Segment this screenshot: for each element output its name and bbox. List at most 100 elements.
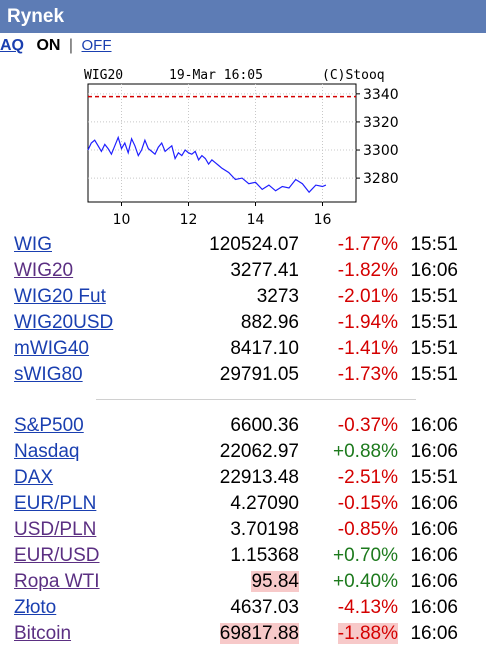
quote-time: 16:06	[410, 623, 458, 644]
chart-x-axis: 10 12 14 16	[113, 202, 332, 228]
quote-value: 3.70198	[230, 519, 299, 540]
chart-header-datetime: 19-Mar 16:05	[169, 68, 263, 83]
quote-change: -1.94%	[337, 312, 398, 333]
quote-row-wig: WIG 120524.07 -1.77% 15:51	[10, 232, 470, 258]
quote-change: +0.88%	[333, 441, 398, 462]
chart-y-tick-label: 3280	[363, 171, 399, 187]
quote-time: 16:06	[410, 597, 458, 618]
quote-time: 16:06	[410, 571, 458, 592]
chart-header-symbol: WIG20	[84, 68, 123, 83]
quote-change: +0.40%	[333, 571, 398, 592]
chart-x-tick-label: 10	[113, 212, 131, 228]
instrument-link[interactable]: DAX	[14, 467, 54, 488]
quote-table-indices: WIG 120524.07 -1.77% 15:51 WIG20 3277.41 -1.82…	[10, 232, 470, 388]
quote-time: 16:06	[410, 545, 458, 566]
quote-time: 15:51	[410, 364, 458, 385]
quote-change: -0.37%	[337, 415, 398, 436]
instrument-link[interactable]: EUR/USD	[14, 545, 100, 566]
quote-row-eur-pln: EUR/PLN 4.27090 -0.15% 16:06	[10, 491, 470, 517]
quote-row-wig20: WIG20 3277.41 -1.82% 16:06	[10, 258, 470, 284]
aq-off-link[interactable]: OFF	[81, 37, 112, 54]
quote-time: 16:06	[410, 493, 458, 514]
quote-row-swig80: sWIG80 29791.05 -1.73% 15:51	[10, 362, 470, 388]
quote-value: 22913.48	[219, 467, 299, 488]
quote-value: 120524.07	[209, 234, 299, 255]
quote-row-dax: DAX 22913.48 -2.51% 15:51	[10, 465, 470, 491]
quote-change: -0.85%	[337, 519, 398, 540]
quote-change: -1.41%	[337, 338, 398, 359]
instrument-link[interactable]: EUR/PLN	[14, 493, 97, 514]
quote-time: 15:51	[410, 234, 458, 255]
chart-x-tick-label: 14	[247, 212, 265, 228]
instrument-link[interactable]: Złoto	[14, 597, 57, 618]
quote-time: 15:51	[410, 467, 458, 488]
instrument-link[interactable]: WIG20USD	[14, 312, 114, 333]
group-divider	[96, 399, 416, 400]
instrument-link[interactable]: Bitcoin	[14, 623, 72, 644]
quote-value: 29791.05	[219, 364, 299, 385]
chart-x-tick-label: 12	[180, 212, 198, 228]
chart-y-tick-label: 3300	[363, 143, 399, 159]
quote-row-eur-usd: EUR/USD 1.15368 +0.70% 16:06	[10, 543, 470, 569]
quote-value: 69817.88	[219, 623, 299, 644]
aq-on-label: ON	[36, 37, 61, 54]
instrument-link[interactable]: S&P500	[14, 415, 84, 436]
chart-series-line	[87, 135, 327, 194]
quote-row-wig20usd: WIG20USD 882.96 -1.94% 15:51	[10, 310, 470, 336]
aq-toggle-row: AQ ON | OFF	[0, 37, 112, 59]
quote-row-bitcoin: Bitcoin 69817.88 -1.88% 16:06	[10, 621, 470, 647]
instrument-link[interactable]: mWIG40	[14, 338, 89, 359]
quote-time: 16:06	[410, 519, 458, 540]
quote-change: -2.51%	[337, 467, 398, 488]
aq-link[interactable]: AQ	[0, 37, 24, 54]
quote-row-złoto: Złoto 4637.03 -4.13% 16:06	[10, 595, 470, 621]
quote-change: -4.13%	[337, 597, 398, 618]
quote-change: -1.82%	[337, 260, 398, 281]
quote-time: 15:51	[410, 312, 458, 333]
quote-time: 16:06	[410, 415, 458, 436]
chart-header-source: (C)Stooq	[322, 68, 385, 83]
chart-y-axis: 3340 3320 3300 3280	[356, 87, 399, 187]
chart-y-tick-label: 3340	[363, 87, 399, 103]
quote-time: 15:51	[410, 286, 458, 307]
quote-change: +0.70%	[333, 545, 398, 566]
quote-time: 15:51	[410, 338, 458, 359]
instrument-link[interactable]: WIG	[14, 234, 52, 255]
instrument-link[interactable]: Nasdaq	[14, 441, 80, 462]
quote-row-wig20-fut: WIG20 Fut 3273 -2.01% 15:51	[10, 284, 470, 310]
quote-table-markets: S&P500 6600.36 -0.37% 16:06 Nasdaq 22062.97 +0…	[10, 413, 470, 647]
quote-value: 882.96	[240, 312, 299, 333]
wig20-intraday-chart: WIG20 19-Mar 16:05 (C)Stooq 3340 3320 3300…	[84, 68, 399, 228]
instrument-link[interactable]: Ropa WTI	[14, 571, 100, 592]
quote-value: 3273	[256, 286, 299, 307]
quote-value: 8417.10	[230, 338, 299, 359]
aq-separator: |	[68, 37, 74, 54]
quote-value: 4.27090	[230, 493, 299, 514]
instrument-link[interactable]: USD/PLN	[14, 519, 97, 540]
quote-value: 95.84	[251, 571, 299, 592]
quote-change: -1.73%	[337, 364, 398, 385]
quote-value: 22062.97	[219, 441, 299, 462]
instrument-link[interactable]: WIG20 Fut	[14, 286, 106, 307]
quote-change: -1.77%	[337, 234, 398, 255]
quote-row-ropa-wti: Ropa WTI 95.84 +0.40% 16:06	[10, 569, 470, 595]
quote-change: -1.88%	[337, 623, 398, 644]
market-header: Rynek	[0, 0, 486, 33]
quote-value: 1.15368	[230, 545, 299, 566]
quote-value: 4637.03	[230, 597, 299, 618]
header-title: Rynek	[7, 6, 65, 27]
chart-y-tick-label: 3320	[363, 115, 399, 131]
quote-row-nasdaq: Nasdaq 22062.97 +0.88% 16:06	[10, 439, 470, 465]
quote-change: -0.15%	[337, 493, 398, 514]
quote-row-s-p500: S&P500 6600.36 -0.37% 16:06	[10, 413, 470, 439]
chart-plot-frame	[87, 83, 357, 203]
chart-x-tick-label: 16	[314, 212, 332, 228]
quote-value: 6600.36	[230, 415, 299, 436]
quote-value: 3277.41	[230, 260, 299, 281]
instrument-link[interactable]: sWIG80	[14, 364, 83, 385]
quote-change: -2.01%	[337, 286, 398, 307]
quote-time: 16:06	[410, 441, 458, 462]
instrument-link[interactable]: WIG20	[14, 260, 74, 281]
quote-row-usd-pln: USD/PLN 3.70198 -0.85% 16:06	[10, 517, 470, 543]
quote-row-mwig40: mWIG40 8417.10 -1.41% 15:51	[10, 336, 470, 362]
